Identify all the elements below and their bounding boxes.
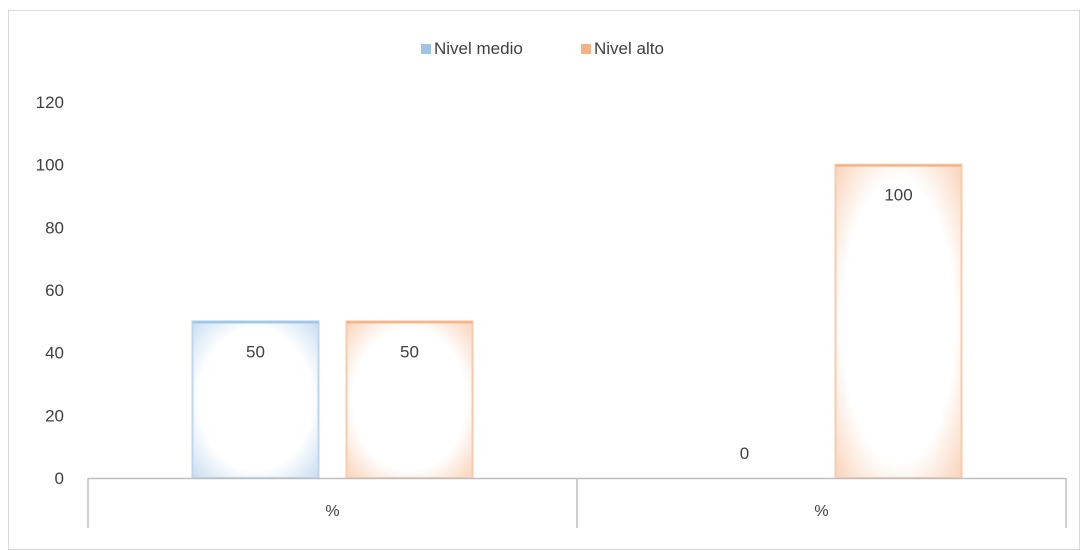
legend: Nivel medio Nivel alto: [421, 39, 664, 58]
y-tick-label: 100: [36, 156, 64, 175]
bar-nivel-alto: [834, 163, 963, 480]
legend-label-0: Nivel medio: [434, 39, 523, 58]
y-tick-label: 20: [45, 406, 64, 425]
y-tick-label: 60: [45, 281, 64, 300]
y-tick-label: 120: [36, 93, 64, 112]
legend-swatch-1: [581, 44, 591, 54]
bars: 50 50 0 100: [191, 163, 963, 480]
x-tick-label: %: [325, 503, 339, 520]
bar-nivel-medio: [191, 320, 320, 480]
x-tick-label: %: [814, 503, 828, 520]
data-label: 50: [400, 342, 419, 361]
data-label: 50: [246, 342, 265, 361]
y-tick-label: 0: [55, 469, 64, 488]
y-axis: 0 20 40 60 80 100 120: [36, 93, 64, 488]
data-label: 0: [740, 444, 749, 463]
x-axis: %%: [87, 477, 1067, 528]
y-tick-label: 80: [45, 218, 64, 237]
legend-swatch-0: [421, 44, 431, 54]
bar-chart: Nivel medio Nivel alto 0 20 40 60 80 100 120 50…: [36, 39, 1067, 528]
legend-label-1: Nivel alto: [594, 39, 664, 58]
data-label: 100: [884, 186, 912, 205]
y-tick-label: 40: [45, 344, 64, 363]
